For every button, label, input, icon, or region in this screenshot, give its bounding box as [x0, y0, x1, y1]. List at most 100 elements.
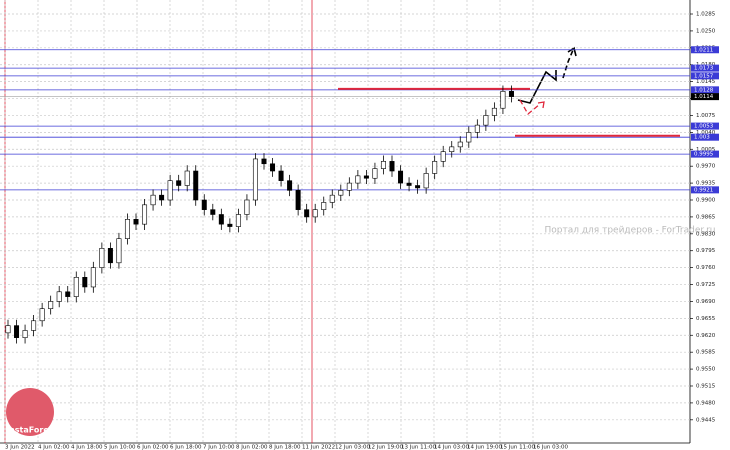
x-tick-label: 13 Jun 11:00 — [401, 445, 436, 450]
candle-body — [355, 175, 361, 184]
candle-body — [423, 173, 429, 189]
x-tick-label: 12 Jun 19:00 — [368, 445, 403, 450]
candle-body — [432, 161, 438, 174]
level-label: 1.0128 — [694, 87, 714, 93]
y-tick-label: 1.0285 — [696, 12, 716, 18]
forecast-path — [562, 49, 574, 79]
candle-body — [287, 180, 293, 191]
y-tick-label: 0.9515 — [696, 383, 716, 389]
arrow-head — [537, 101, 545, 109]
level-label: 1.0211 — [694, 47, 713, 53]
candle-body — [398, 170, 404, 184]
x-tick-label: 14 Jun 03:00 — [434, 445, 469, 450]
candle-body — [295, 190, 301, 210]
x-tick-label: 4 Jun 02:00 — [38, 445, 70, 450]
candle-body — [210, 209, 216, 215]
candle-body — [457, 141, 463, 148]
candle-body — [99, 248, 105, 268]
level-label-bg — [691, 72, 719, 80]
y-tick-label: 1.0250 — [696, 28, 716, 34]
candle-body — [176, 180, 182, 186]
y-tick-label: 1.0040 — [696, 130, 716, 136]
candle-body — [31, 320, 37, 331]
candle-body — [406, 182, 412, 186]
x-tick-label: 3 Jun 2022 — [5, 445, 35, 450]
candle-body — [218, 214, 224, 225]
candle-body — [278, 170, 284, 181]
level-label-bg — [691, 64, 719, 72]
x-tick-label: 6 Jun 02:00 — [137, 445, 169, 450]
candle-body — [252, 158, 258, 201]
candle-body — [124, 219, 130, 239]
candle-body — [82, 276, 88, 288]
candle-body — [244, 199, 250, 215]
y-tick-label: 0.9620 — [696, 333, 716, 339]
x-tick-label: 8 Jun 02:00 — [236, 445, 268, 450]
x-tick-label: 5 Jun 10:00 — [104, 445, 136, 450]
y-tick-label: 0.9550 — [696, 367, 716, 373]
candle-body — [483, 115, 489, 126]
candle-body — [48, 301, 54, 309]
candle-body — [312, 209, 318, 218]
alt-path — [519, 99, 541, 115]
x-tick-label: 15 Jun 11:00 — [500, 445, 535, 450]
x-tick-label: 12 Jun 03:00 — [335, 445, 370, 450]
current-price-bg — [691, 93, 719, 101]
candle-body — [90, 267, 96, 288]
candle-body — [491, 107, 497, 116]
candle-body — [235, 214, 241, 227]
level-label: 1.0053 — [694, 124, 714, 130]
y-tick-label: 0.9935 — [696, 181, 716, 187]
y-tick-label: 0.9830 — [696, 231, 716, 237]
level-label: 1.0173 — [694, 66, 714, 72]
x-tick-label: 7 Jun 10:00 — [203, 445, 235, 450]
candle-body — [363, 175, 369, 179]
candle-body — [389, 161, 395, 172]
level-label-bg — [691, 86, 719, 94]
level-label-bg — [691, 133, 719, 141]
level-label: 1.003 — [694, 135, 710, 141]
candle-body — [474, 124, 480, 133]
level-label: 0.9995 — [694, 152, 714, 158]
candle-body — [39, 308, 45, 322]
candle-body — [142, 204, 148, 225]
forecast-path — [517, 70, 557, 104]
y-tick-label: 1.0145 — [696, 79, 716, 85]
y-tick-label: 0.9690 — [696, 299, 716, 305]
level-label-bg — [691, 150, 719, 158]
candle-body — [14, 325, 20, 338]
y-tick-label: 0.9585 — [696, 350, 716, 356]
x-tick-label: 11 Jun 2022 — [302, 445, 335, 450]
candle-body — [415, 185, 421, 189]
logo-circle — [6, 388, 54, 436]
candle-body — [73, 276, 79, 297]
y-tick-label: 1.0075 — [696, 113, 716, 119]
candle-body — [466, 132, 472, 143]
y-tick-label: 0.9760 — [696, 265, 716, 271]
x-tick-label: 6 Jun 18:00 — [170, 445, 202, 450]
y-tick-label: 0.9970 — [696, 164, 716, 170]
candle-body — [508, 91, 514, 97]
candle-body — [22, 330, 28, 338]
candle-body — [65, 291, 71, 297]
x-tick-label: 14 Jun 19:00 — [467, 445, 502, 450]
candle-body — [5, 325, 11, 334]
candle-body — [201, 199, 207, 210]
current-price-label: 1.0114 — [694, 94, 714, 100]
candle-body — [107, 248, 113, 264]
y-tick-label: 1.0005 — [696, 147, 716, 153]
x-tick-label: 8 Jun 18:00 — [269, 445, 301, 450]
candle-body — [304, 209, 310, 218]
candle-body — [380, 161, 386, 169]
y-tick-label: 0.9900 — [696, 198, 716, 204]
y-tick-label: 0.9795 — [696, 248, 716, 254]
candle-body — [261, 158, 267, 165]
candle-body — [159, 194, 165, 201]
level-label-bg — [691, 186, 719, 194]
candle-body — [449, 146, 455, 152]
candle-body — [184, 170, 190, 186]
candle-body — [346, 182, 352, 191]
candle-body — [500, 91, 506, 109]
